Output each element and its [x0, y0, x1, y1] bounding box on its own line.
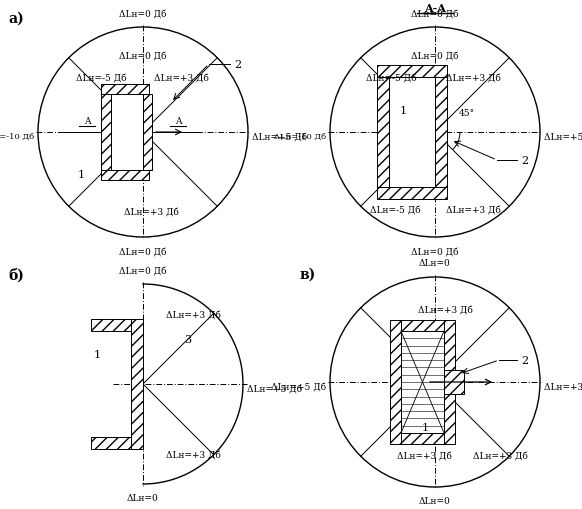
Bar: [390, 320, 401, 444]
Text: ΔLн=+5 Дб: ΔLн=+5 Дб: [247, 384, 302, 393]
Text: 2: 2: [521, 355, 528, 365]
Bar: [101, 85, 149, 95]
Text: ΔLн=+3 Дб: ΔLн=+3 Дб: [473, 450, 528, 460]
Bar: [101, 95, 111, 171]
Text: ΔLн=+5 Дб: ΔLн=+5 Дб: [544, 132, 582, 141]
Text: ΔLн=+3 Дб: ΔLн=+3 Дб: [446, 73, 501, 82]
Bar: [401, 331, 444, 433]
Text: ΔLн=0 Дб: ΔLн=0 Дб: [411, 247, 459, 256]
Bar: [91, 437, 131, 449]
Text: 1: 1: [399, 106, 407, 116]
Text: ΔLн=+5 Дб: ΔLн=+5 Дб: [252, 132, 307, 141]
Bar: [143, 95, 152, 171]
Text: ΔLн=+3 Дб: ΔLн=+3 Дб: [165, 310, 221, 319]
Text: ΔLн=+3 Дб: ΔLн=+3 Дб: [165, 449, 221, 459]
Bar: [101, 171, 149, 181]
Text: ΔLн=+3 Дб: ΔLн=+3 Дб: [154, 73, 208, 82]
Text: ΔLн=-5 Дб: ΔLн=-5 Дб: [370, 205, 420, 214]
Text: ΔLн=+3 Дб: ΔLн=+3 Дб: [544, 382, 582, 391]
Bar: [111, 95, 143, 171]
Text: ΔLн=-10 Дб: ΔLн=-10 Дб: [0, 133, 34, 140]
Bar: [389, 78, 435, 188]
Text: ΔLн=+3 Дб: ΔLн=+3 Дб: [397, 450, 452, 460]
Text: 2: 2: [235, 60, 242, 70]
Bar: [444, 370, 464, 394]
Text: ΔLн=-5 Дб: ΔLн=-5 Дб: [76, 73, 126, 82]
Bar: [377, 66, 447, 78]
Text: 1: 1: [94, 349, 101, 359]
Text: 1: 1: [421, 422, 428, 432]
Text: ΔLн=0 Дб: ΔLн=0 Дб: [411, 51, 459, 61]
Text: в): в): [300, 267, 316, 281]
Text: A: A: [175, 116, 181, 125]
Bar: [131, 319, 143, 449]
Text: ΔLн=+3 Дб: ΔLн=+3 Дб: [123, 207, 179, 216]
Text: б): б): [8, 267, 24, 282]
Text: ΔLн=0 Дб: ΔLн=0 Дб: [119, 51, 167, 61]
Text: ΔLн=+5 Дб: ΔLн=+5 Дб: [271, 382, 326, 391]
Bar: [91, 319, 131, 331]
Text: 45°: 45°: [459, 108, 475, 117]
Text: ΔLн=0 Дб: ΔLн=0 Дб: [411, 10, 459, 18]
Bar: [435, 78, 447, 188]
Text: ΔLн=+3 Дб: ΔLн=+3 Дб: [418, 305, 473, 314]
Text: ΔLн=0: ΔLн=0: [419, 259, 451, 268]
Text: A: A: [84, 116, 90, 125]
Bar: [377, 78, 389, 188]
Text: 3: 3: [184, 334, 191, 344]
Text: а): а): [8, 12, 24, 26]
Bar: [401, 320, 444, 331]
Text: ΔLн=+3 Дб: ΔLн=+3 Дб: [446, 205, 501, 214]
Bar: [444, 320, 455, 444]
Text: ΔLн=-5 Дб: ΔLн=-5 Дб: [365, 73, 416, 82]
Text: ΔLн=0: ΔLн=0: [419, 496, 451, 505]
Text: ΔLн=0: ΔLн=0: [127, 494, 159, 502]
Text: ΔLн=0 Дб: ΔLн=0 Дб: [119, 247, 167, 256]
Bar: [377, 188, 447, 200]
Text: 1: 1: [77, 169, 84, 180]
Text: ΔLн=0 Дб: ΔLн=0 Дб: [119, 266, 167, 275]
Text: A-A: A-A: [424, 3, 446, 13]
Text: 2: 2: [521, 156, 528, 165]
Text: ΔLн=0 Дб: ΔLн=0 Дб: [119, 10, 167, 18]
Bar: [401, 433, 444, 444]
Text: ΔLн=-10 Дб: ΔLн=-10 Дб: [274, 133, 326, 140]
